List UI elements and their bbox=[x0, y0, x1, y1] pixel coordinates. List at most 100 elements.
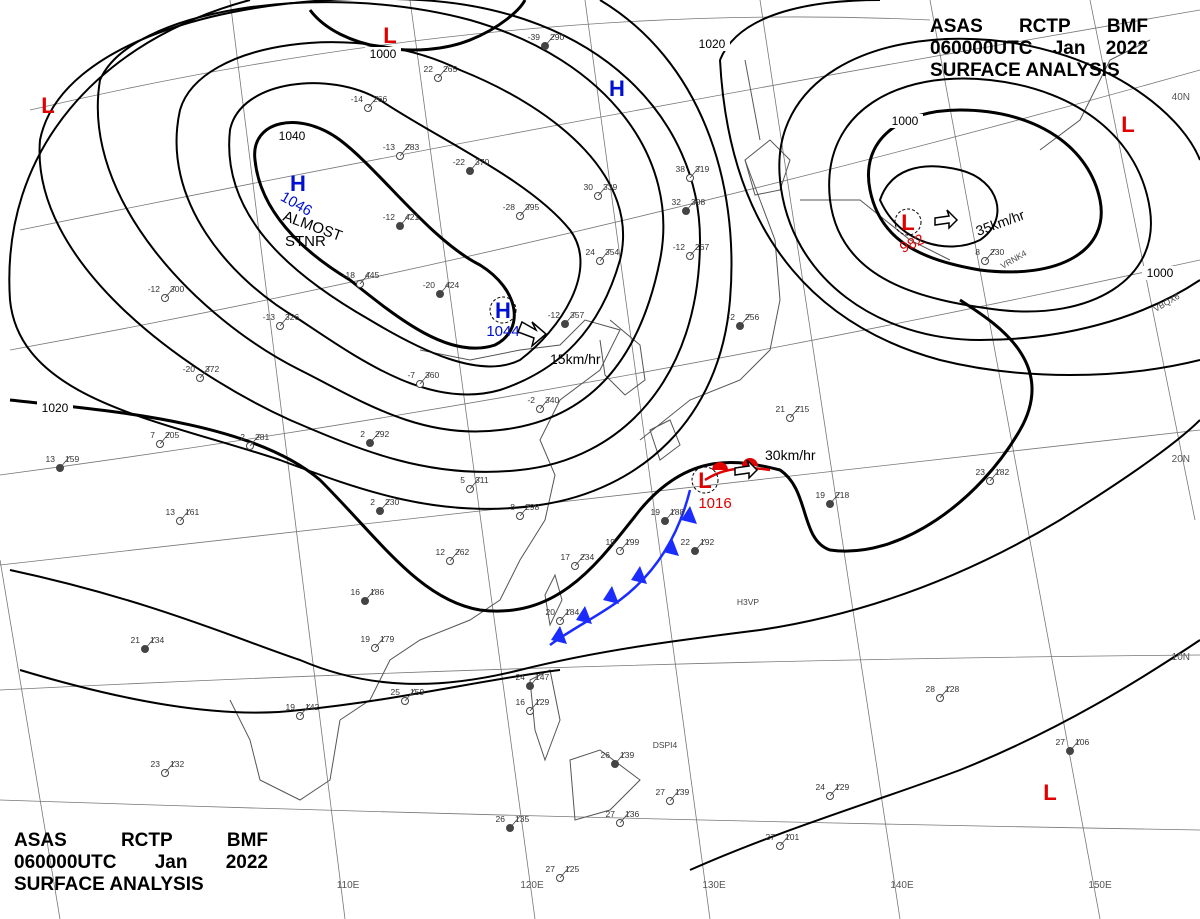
station-plot: 19 179 bbox=[361, 634, 394, 652]
japan-honshu bbox=[639, 159, 781, 441]
station-temperature: 20 bbox=[546, 607, 556, 617]
latitude-label: 20N bbox=[1172, 454, 1190, 465]
station-temperature: 24 bbox=[816, 782, 826, 792]
header-line-2: 060000UTC Jan 2022 bbox=[14, 852, 268, 874]
isobar-ring-3 bbox=[96, 1, 665, 433]
wind-barb bbox=[689, 165, 701, 179]
cold-front bbox=[549, 489, 692, 647]
station-plot: -13 326 bbox=[263, 312, 299, 330]
wind-barb bbox=[369, 430, 381, 444]
station-plot: 21 215 bbox=[776, 404, 809, 422]
wind-barb bbox=[179, 508, 191, 522]
kamchatka bbox=[1039, 39, 1151, 151]
ship-identifier: VBQX6 bbox=[1152, 291, 1182, 314]
korea-coast bbox=[599, 319, 646, 396]
station-plot: 5 311 bbox=[460, 475, 489, 493]
station-pressure: 188 bbox=[670, 507, 684, 517]
low-center-circle bbox=[691, 466, 719, 494]
wind-barb bbox=[279, 313, 291, 327]
station-pressure: 199 bbox=[625, 537, 639, 547]
header-time: 060000UTC bbox=[930, 38, 1033, 59]
station-pressure: 319 bbox=[695, 164, 709, 174]
station-plot: 13 159 bbox=[46, 454, 79, 472]
wind-barb bbox=[574, 553, 586, 567]
wind-barb bbox=[419, 371, 431, 385]
station-temperature: 19 bbox=[361, 634, 371, 644]
wind-barb bbox=[144, 636, 156, 650]
station-temperature: 5 bbox=[460, 475, 465, 485]
isobar-label-bg bbox=[1142, 266, 1178, 280]
isobar-ring-5 bbox=[8, 0, 733, 510]
station-plot: -13 283 bbox=[383, 142, 419, 160]
station-temperature: 21 bbox=[776, 404, 786, 414]
station-plot: 27 101 bbox=[766, 832, 799, 850]
station-temperature: -2 bbox=[727, 312, 735, 322]
header-code: BMF bbox=[226, 830, 268, 851]
station-plot: 27 139 bbox=[656, 787, 689, 805]
station-temperature: 27 bbox=[656, 787, 666, 797]
wind-barb bbox=[59, 455, 71, 469]
station-temperature: 27 bbox=[546, 864, 556, 874]
station-plot: 22 192 bbox=[681, 537, 714, 555]
pressure-centers: LLLL98235km/hrL101630km/hrLHH1046ALMOSTS… bbox=[41, 23, 1134, 805]
isobar-1012 bbox=[19, 669, 561, 714]
wind-barb bbox=[404, 688, 416, 702]
motion-arrow-icon bbox=[517, 320, 548, 349]
station-plot: 27 136 bbox=[606, 809, 639, 827]
station-plot: -18 445 bbox=[343, 270, 379, 288]
grid-labels: 110E 120E 130E 140E 150E40N20N10NVRNK4VBQX6H… bbox=[337, 92, 1190, 891]
low-symbol: L bbox=[901, 210, 914, 235]
station-temperature: -14 bbox=[351, 94, 364, 104]
station-plot: 13 161 bbox=[166, 507, 199, 525]
wind-barb bbox=[359, 271, 371, 285]
station-pressure: 129 bbox=[535, 697, 549, 707]
station-pressure: 136 bbox=[625, 809, 639, 819]
wind-barb bbox=[739, 313, 751, 327]
header-line-2: 060000UTC Jan 2022 bbox=[930, 38, 1148, 60]
station-temperature: 17 bbox=[561, 552, 571, 562]
station-temperature: -39 bbox=[528, 32, 541, 42]
parallel-60n bbox=[29, 16, 931, 111]
station-pressure: 357 bbox=[570, 310, 584, 320]
station-pressure: 186 bbox=[370, 587, 384, 597]
station-temperature: 13 bbox=[166, 507, 176, 517]
station-temperature: 19 bbox=[286, 702, 296, 712]
longitude-label: 140E bbox=[890, 880, 914, 891]
longitude-label: 150E bbox=[1088, 880, 1112, 891]
station-plot: 12 262 bbox=[436, 547, 469, 565]
station-pressure: 372 bbox=[205, 364, 219, 374]
isobar-1040-high bbox=[253, 121, 516, 350]
station-plot: 30 339 bbox=[584, 182, 617, 200]
cold-front-triangle bbox=[631, 566, 647, 584]
china-coast bbox=[339, 319, 621, 721]
low-symbol: L bbox=[41, 93, 54, 118]
parallel-0 bbox=[0, 799, 1200, 831]
wind-barb bbox=[789, 405, 801, 419]
station-pressure: 218 bbox=[835, 490, 849, 500]
wind-barb bbox=[469, 158, 481, 172]
station-plot: -2 256 bbox=[727, 312, 759, 330]
fronts bbox=[549, 458, 771, 647]
high-symbol: H bbox=[290, 171, 306, 196]
station-temperature: 16 bbox=[516, 697, 526, 707]
isobar-label: 1000 bbox=[370, 47, 397, 61]
station-temperature: 24 bbox=[586, 247, 596, 257]
isobar-1012-east bbox=[689, 639, 1200, 871]
cold-front-triangle bbox=[603, 586, 619, 604]
cold-front-triangle bbox=[663, 538, 679, 556]
station-plot: 16 129 bbox=[516, 697, 549, 715]
station-pressure: 339 bbox=[603, 182, 617, 192]
station-temperature: 38 bbox=[676, 164, 686, 174]
parallel-10n bbox=[0, 654, 1200, 691]
station-temperature: 27 bbox=[766, 832, 776, 842]
station-temperature: 8 bbox=[510, 502, 515, 512]
wind-barb bbox=[619, 538, 631, 552]
wind-barb bbox=[374, 635, 386, 649]
isobar-label: 1020 bbox=[699, 37, 726, 51]
station-temperature: 28 bbox=[926, 684, 936, 694]
meridian-120e bbox=[409, 0, 536, 919]
header-month: Jan bbox=[1052, 38, 1086, 59]
header-time: 060000UTC bbox=[14, 852, 117, 873]
high-pressure-value: 1044 bbox=[486, 323, 519, 340]
station-pressure: 161 bbox=[185, 507, 199, 517]
